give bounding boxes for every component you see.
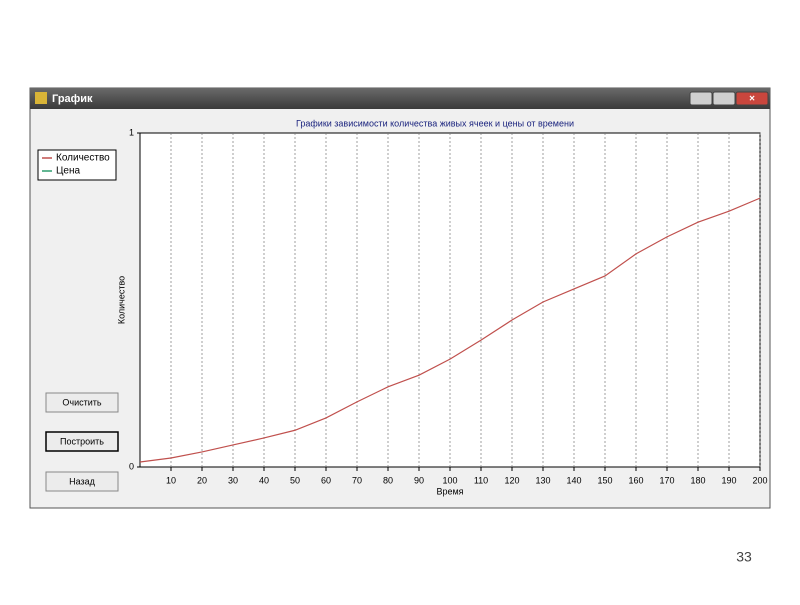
x-tick-label: 160 — [628, 475, 643, 485]
minimize-button[interactable] — [689, 91, 713, 106]
legend-label: Цена — [56, 166, 80, 177]
data-line — [139, 197, 761, 463]
title-bar — [30, 88, 770, 109]
button-label: Очистить — [62, 397, 101, 407]
y-tick-label: 0 — [129, 461, 134, 471]
x-tick-label: 20 — [197, 475, 207, 485]
x-tick-label: 140 — [566, 475, 581, 485]
y-tick-label: 1 — [129, 127, 134, 137]
button-label: Назад — [69, 476, 96, 486]
slide-number: 33 — [736, 549, 752, 565]
x-tick-label: 90 — [414, 475, 424, 485]
x-axis-label: Время — [436, 486, 463, 496]
x-tick-label: 130 — [535, 475, 550, 485]
legend — [37, 149, 117, 181]
legend-label: Количество — [56, 153, 110, 164]
window-title: График — [52, 93, 93, 105]
x-tick-label: 190 — [721, 475, 736, 485]
plot-area — [139, 132, 761, 468]
maximize-button[interactable] — [712, 91, 736, 106]
x-tick-label: 120 — [504, 475, 519, 485]
x-tick-label: 150 — [597, 475, 612, 485]
button[interactable] — [45, 431, 119, 452]
x-tick-label: 60 — [321, 475, 331, 485]
close-icon: × — [749, 94, 755, 105]
x-tick-label: 100 — [442, 475, 457, 485]
window-icon — [35, 92, 47, 104]
x-tick-label: 110 — [474, 475, 488, 485]
x-tick-label: 200 — [752, 475, 767, 485]
x-tick-label: 10 — [166, 475, 176, 485]
x-tick-label: 80 — [383, 475, 393, 485]
button[interactable] — [45, 392, 119, 413]
x-tick-label: 50 — [290, 475, 300, 485]
x-tick-label: 30 — [228, 475, 238, 485]
close-button[interactable] — [735, 91, 769, 106]
x-tick-label: 180 — [690, 475, 705, 485]
x-tick-label: 70 — [352, 475, 362, 485]
x-tick-label: 40 — [259, 475, 269, 485]
x-tick-label: 170 — [659, 475, 674, 485]
button-label: Построить — [60, 436, 104, 446]
chart-title: Графики зависимости количества живых яче… — [296, 118, 574, 128]
y-axis-label: Количество — [116, 276, 126, 324]
button[interactable] — [45, 471, 119, 492]
